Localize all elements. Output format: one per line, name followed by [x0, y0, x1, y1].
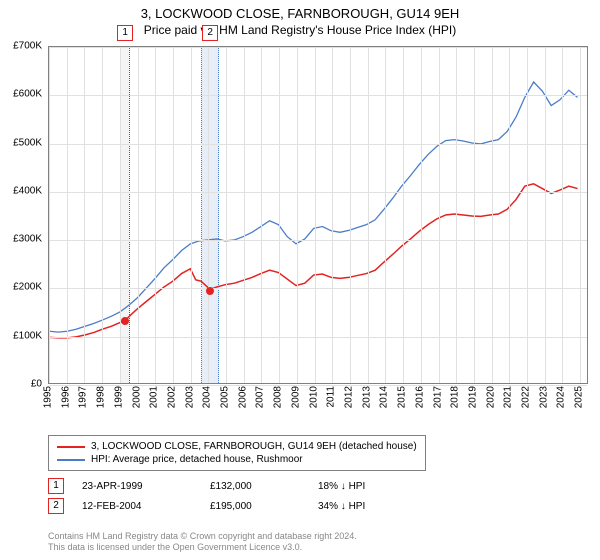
footer-line-1: Contains HM Land Registry data © Crown c…	[48, 531, 357, 543]
sale-point-2	[206, 287, 214, 295]
y-axis: £0£100K£200K£300K£400K£500K£600K£700K	[0, 46, 46, 384]
sale-point-1	[121, 317, 129, 325]
x-tick-label: 2013	[361, 386, 372, 408]
legend-swatch	[57, 459, 85, 461]
chart-container: 3, LOCKWOOD CLOSE, FARNBOROUGH, GU14 9EH…	[0, 0, 600, 560]
sale-row-badge: 2	[48, 498, 64, 514]
x-tick-label: 2009	[290, 386, 301, 408]
series-hpi	[50, 82, 578, 332]
x-tick-label: 2014	[379, 386, 390, 408]
sale-badge-1: 1	[117, 25, 133, 41]
x-tick-label: 2017	[432, 386, 443, 408]
y-tick-label: £300K	[13, 234, 42, 245]
x-tick-label: 2020	[485, 386, 496, 408]
legend-row: 3, LOCKWOOD CLOSE, FARNBOROUGH, GU14 9EH…	[57, 440, 417, 453]
x-tick-label: 2003	[184, 386, 195, 408]
y-tick-label: £700K	[13, 41, 42, 52]
x-tick-label: 2008	[273, 386, 284, 408]
legend-row: HPI: Average price, detached house, Rush…	[57, 453, 417, 466]
x-tick-label: 2016	[414, 386, 425, 408]
x-tick-label: 2005	[220, 386, 231, 408]
y-tick-label: £100K	[13, 330, 42, 341]
x-tick-label: 2001	[149, 386, 160, 408]
sale-delta: 18% ↓ HPI	[318, 481, 408, 492]
y-tick-label: £200K	[13, 282, 42, 293]
series-property	[50, 184, 578, 338]
x-tick-label: 2021	[503, 386, 514, 408]
x-tick-label: 1997	[78, 386, 89, 408]
y-tick-label: £500K	[13, 137, 42, 148]
x-tick-label: 2006	[237, 386, 248, 408]
sale-date: 12-FEB-2004	[82, 501, 192, 512]
sale-delta: 34% ↓ HPI	[318, 501, 408, 512]
legend-swatch	[57, 446, 85, 448]
y-tick-label: £0	[31, 379, 42, 390]
x-tick-label: 2023	[538, 386, 549, 408]
x-tick-label: 1999	[113, 386, 124, 408]
sale-price: £195,000	[210, 501, 300, 512]
legend: 3, LOCKWOOD CLOSE, FARNBOROUGH, GU14 9EH…	[48, 435, 426, 471]
plot-area: 12	[48, 46, 588, 384]
sales-table: 1 23-APR-1999 £132,000 18% ↓ HPI 2 12-FEB-200…	[48, 478, 408, 518]
x-tick-label: 2019	[467, 386, 478, 408]
sale-row-1: 1 23-APR-1999 £132,000 18% ↓ HPI	[48, 478, 408, 494]
x-tick-label: 2025	[574, 386, 585, 408]
y-tick-label: £600K	[13, 89, 42, 100]
x-tick-label: 2010	[308, 386, 319, 408]
y-tick-label: £400K	[13, 185, 42, 196]
sale-price: £132,000	[210, 481, 300, 492]
chart-subtitle: Price paid vs. HM Land Registry's House …	[0, 21, 600, 37]
x-tick-label: 2004	[202, 386, 213, 408]
legend-label: 3, LOCKWOOD CLOSE, FARNBOROUGH, GU14 9EH…	[91, 441, 417, 452]
x-tick-label: 2024	[556, 386, 567, 408]
x-tick-label: 1995	[43, 386, 54, 408]
x-tick-label: 2022	[521, 386, 532, 408]
x-tick-label: 2018	[450, 386, 461, 408]
x-tick-label: 2000	[131, 386, 142, 408]
footer-line-2: This data is licensed under the Open Gov…	[48, 542, 357, 554]
sale-date: 23-APR-1999	[82, 481, 192, 492]
sale-badge-2: 2	[202, 25, 218, 41]
x-tick-label: 2012	[343, 386, 354, 408]
chart-title: 3, LOCKWOOD CLOSE, FARNBOROUGH, GU14 9EH	[0, 0, 600, 21]
x-tick-label: 2011	[326, 386, 337, 408]
x-tick-label: 1996	[60, 386, 71, 408]
sale-row-badge: 1	[48, 478, 64, 494]
sale-row-2: 2 12-FEB-2004 £195,000 34% ↓ HPI	[48, 498, 408, 514]
x-tick-label: 2002	[166, 386, 177, 408]
footer-attribution: Contains HM Land Registry data © Crown c…	[48, 531, 357, 554]
line-layer	[49, 47, 587, 383]
legend-label: HPI: Average price, detached house, Rush…	[91, 454, 303, 465]
x-tick-label: 2015	[397, 386, 408, 408]
x-tick-label: 2007	[255, 386, 266, 408]
x-tick-label: 1998	[96, 386, 107, 408]
